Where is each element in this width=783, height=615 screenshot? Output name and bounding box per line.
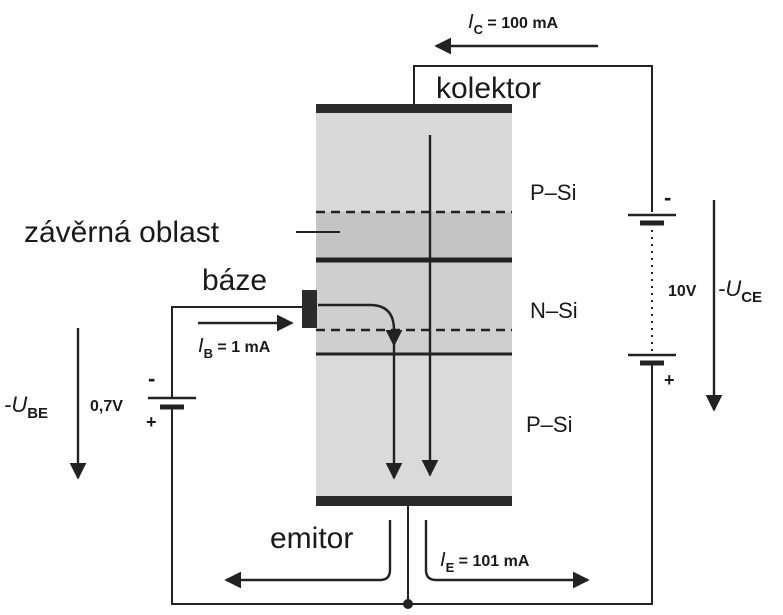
vbe-label: -UBE [4, 392, 48, 422]
vce-prefix: -U [718, 276, 741, 301]
ie-subscript: E [446, 560, 455, 575]
base-current-flow-arrow [318, 303, 403, 347]
vce-battery-lower-wire [408, 364, 653, 605]
ib-subscript: B [204, 346, 213, 361]
ie-label: IE = 101 mA [440, 549, 530, 575]
vbe-subscript: BE [27, 405, 48, 422]
zaverna-oblast-label: závěrná oblast [24, 216, 220, 249]
depletion-region [316, 212, 512, 260]
ie-arrow-left [224, 520, 392, 589]
ib-label: IB = 1 mA [198, 335, 271, 361]
ic-label: IC = 100 mA [468, 11, 559, 37]
vce-value: 10V [668, 283, 697, 300]
emitter-node [403, 599, 413, 609]
vbe-value: 0,7V [90, 398, 123, 415]
ie-arrow-right [424, 520, 590, 589]
ic-symbol: I [468, 11, 474, 33]
vbe-minus-sign: - [148, 366, 155, 391]
vce-plus-sign: + [664, 370, 675, 390]
collector-wire [413, 65, 653, 212]
kolektor-label: kolektor [436, 72, 541, 105]
vbe-battery-lower-wire [171, 408, 408, 605]
ib-symbol: I [198, 335, 204, 357]
vbe-prefix: -U [4, 392, 27, 417]
n-si-base-region [316, 260, 512, 354]
base-contact [302, 290, 317, 328]
vce-label: -UCE [718, 276, 762, 306]
ie-symbol: I [440, 549, 446, 571]
vbe-plus-sign: + [146, 412, 157, 432]
p-si-bottom-label: P–Si [526, 412, 572, 437]
vce-minus-sign: - [664, 185, 671, 210]
baze-label: báze [202, 264, 267, 297]
emitter-contact [316, 496, 512, 506]
n-si-label: N–Si [530, 298, 578, 323]
emitor-label: emitor [270, 522, 353, 555]
base-wire [171, 306, 302, 397]
vce-subscript: CE [741, 289, 762, 306]
ib-value: = 1 mA [213, 339, 271, 356]
ic-value: = 100 mA [483, 15, 559, 32]
ic-subscript: C [474, 22, 484, 37]
collector-contact [316, 104, 512, 113]
p-si-emitter-region [316, 354, 512, 496]
ie-value: = 101 mA [454, 553, 530, 570]
p-si-top-label: P–Si [530, 180, 576, 205]
